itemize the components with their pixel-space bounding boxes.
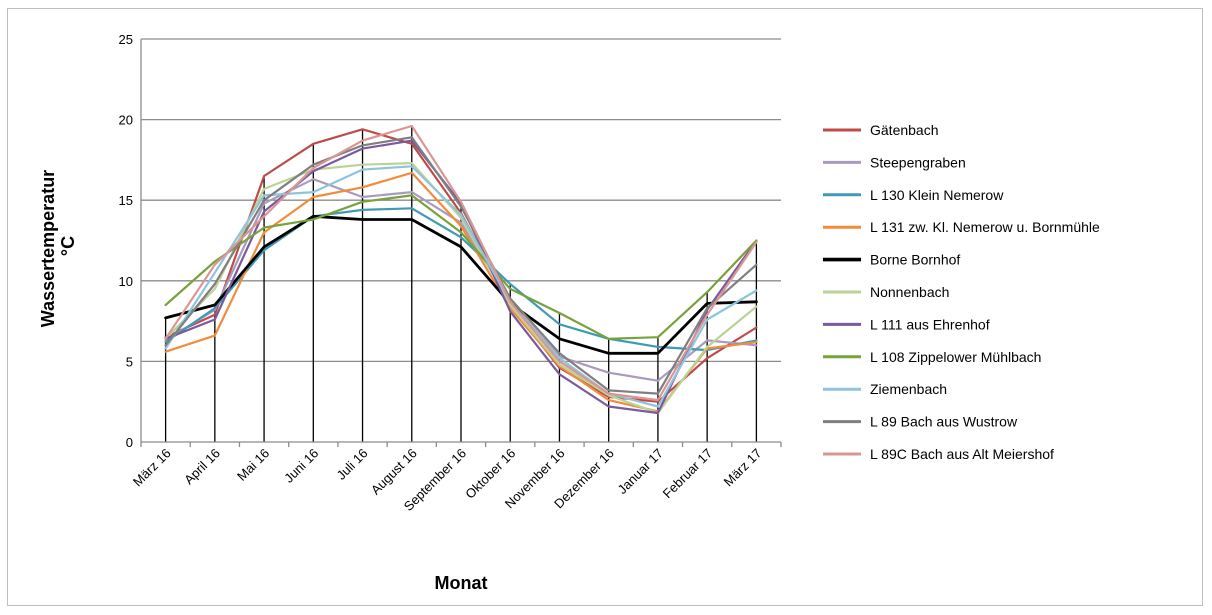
- line-chart: März 16 April 16 Mai 16 Juni 16 Juli 16Augus…: [38, 32, 1100, 593]
- series-line-1: [164, 178, 758, 382]
- series-lines: [164, 124, 758, 415]
- series-line-10: [164, 124, 758, 402]
- y-axis-title-line-2: °C: [58, 236, 78, 256]
- x-axis-title: Monat: [435, 573, 488, 593]
- series-line-4: [164, 214, 758, 355]
- legend-label-0: Gätenbach: [870, 122, 939, 138]
- legend: Gätenbach Steepengraben L 130 Klein Nemero…: [823, 122, 1100, 462]
- x-tick-label-2: Mai 16: [234, 446, 272, 484]
- legend-label-4: Borne Bornhof: [870, 252, 960, 268]
- legend-label-10: L 89C Bach aus Alt Meiershof: [870, 446, 1054, 462]
- legend-label-8: Ziemenbach: [870, 381, 947, 397]
- series-line-2: [164, 207, 758, 352]
- legend-label-2: L 130 Klein Nemerow: [870, 187, 1004, 203]
- legend-label-1: Steepengraben: [870, 154, 966, 170]
- x-tick-label-3: Juni 16: [281, 446, 321, 486]
- legend-label-6: L 111 aus Ehrenhof: [870, 316, 990, 332]
- x-tick-label-0: März 16: [130, 446, 174, 490]
- y-tick-label-15: 15: [119, 193, 133, 208]
- chart-area: März 16 April 16 Mai 16 Juni 16 Juli 16 Augus…: [7, 8, 1203, 606]
- y-axis-title-line-1: Wassertemperatur: [38, 170, 58, 327]
- series-line-8: [164, 165, 758, 408]
- legend-label-9: L 89 Bach aus Wustrow: [870, 414, 1018, 430]
- series-line-7: [164, 194, 758, 340]
- y-tick-label-0: 0: [126, 435, 133, 450]
- legend-label-5: Nonnenbach: [870, 284, 949, 300]
- y-tick-label-10: 10: [119, 274, 133, 289]
- x-tick-label-5: August 16: [368, 446, 420, 498]
- y-tick-label-5: 5: [126, 354, 133, 369]
- x-tick-label-10: Januar 17: [615, 446, 666, 497]
- legend-label-7: L 108 Zippelower Mühlbach: [870, 349, 1041, 365]
- x-tick-label-12: März 17: [721, 446, 765, 490]
- x-tick-label-11: Februar 17: [660, 446, 716, 502]
- x-tick-label-4: Juli 16: [333, 446, 370, 483]
- x-axis: März 16 April 16 Mai 16 Juni 16 Juli 16Augus…: [130, 441, 782, 514]
- legend-label-3: L 131 zw. Kl. Nemerow u. Bornmühle: [870, 219, 1100, 235]
- series-line-0: [164, 128, 758, 403]
- y-tick-label-25: 25: [119, 32, 133, 47]
- x-tick-label-1: April 16: [181, 446, 223, 488]
- y-axis: 0 5 10 15 20 25: [119, 32, 142, 450]
- series-line-9: [164, 136, 758, 395]
- y-tick-label-20: 20: [119, 113, 133, 128]
- y-axis-title: Wassertemperatur °C: [38, 165, 78, 327]
